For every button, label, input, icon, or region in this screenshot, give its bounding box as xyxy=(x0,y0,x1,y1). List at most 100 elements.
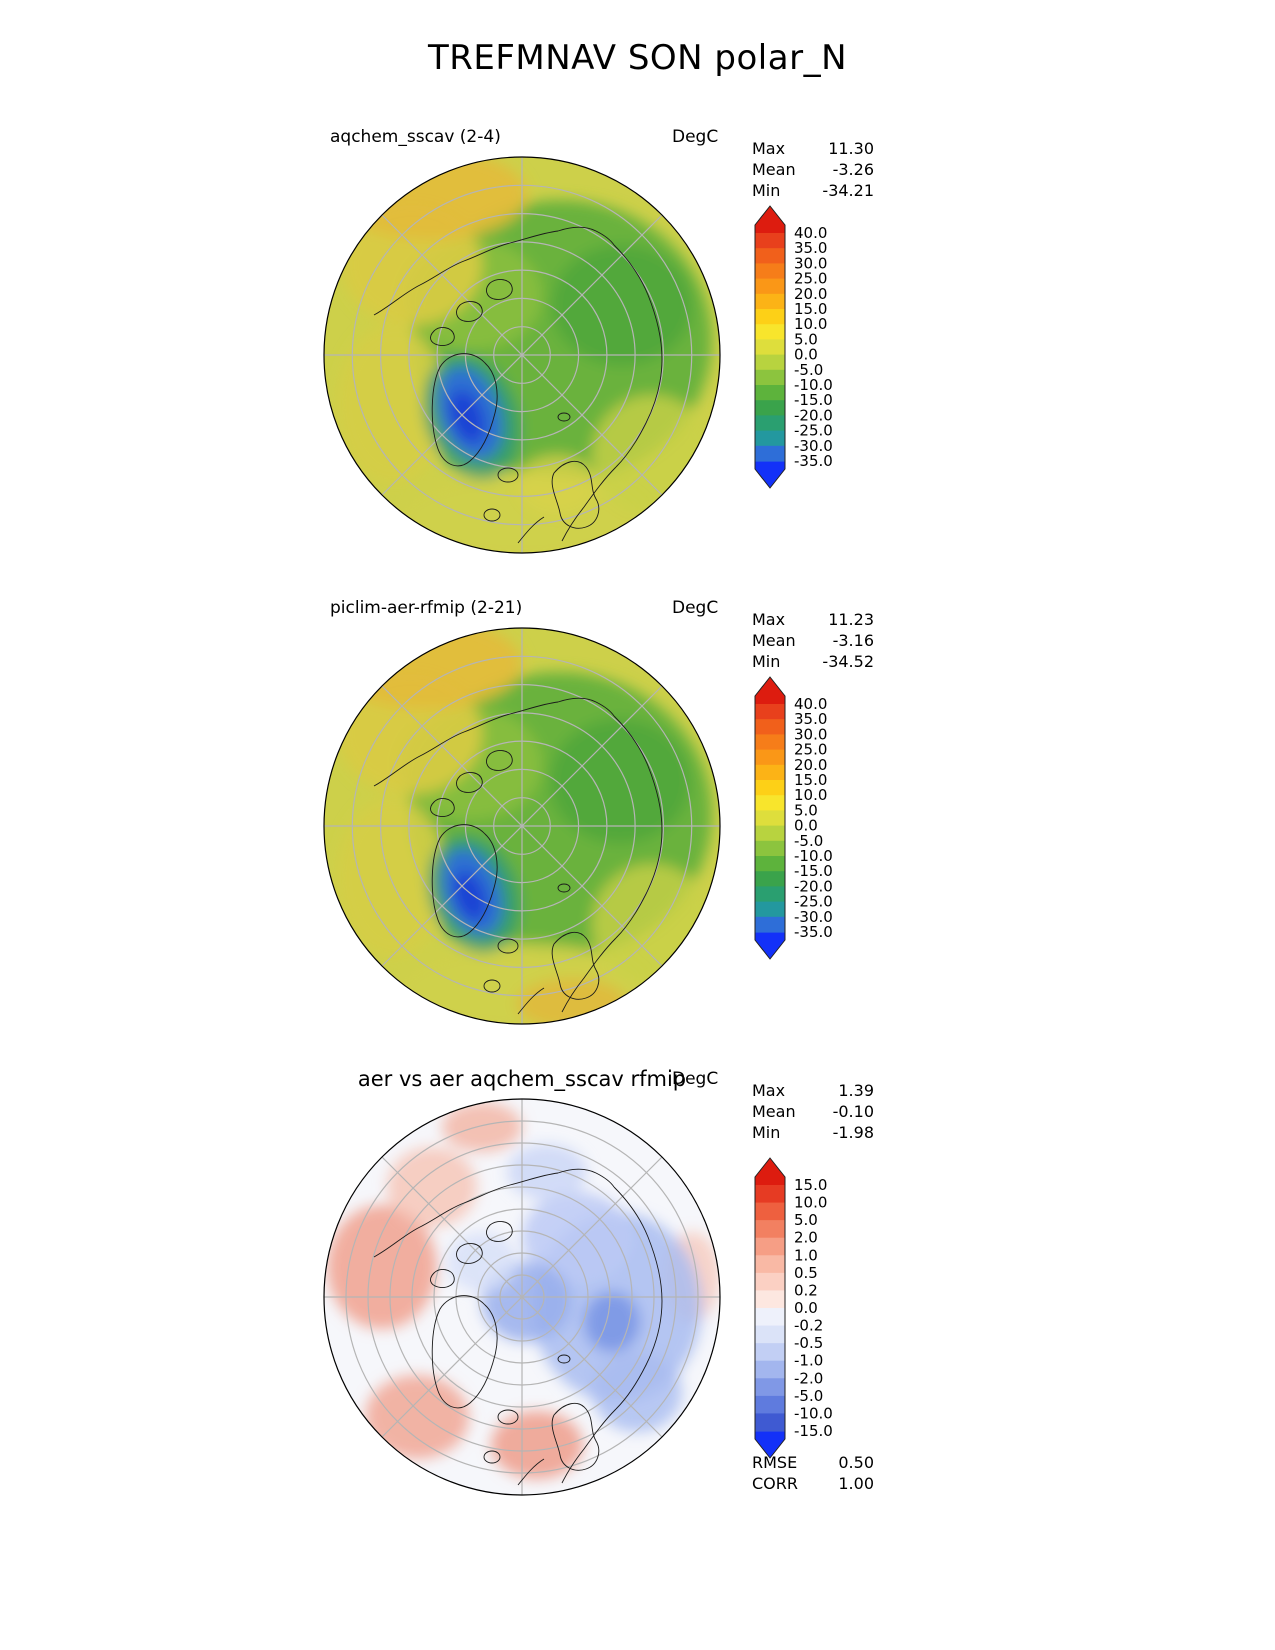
colorbar-tick-label: 40.0 xyxy=(794,224,827,242)
stat-value: -1.98 xyxy=(832,1123,874,1142)
stat-row-max: Max 11.30 xyxy=(752,138,874,159)
colorbar-tick-label: 40.0 xyxy=(794,695,827,713)
stat-value: -34.52 xyxy=(822,652,874,671)
stat-row-max: Max 11.23 xyxy=(752,609,874,630)
colorbar: 40.035.030.025.020.015.010.05.00.0-5.0-1… xyxy=(754,205,833,489)
panel-title: piclim-aer-rfmip (2-21) xyxy=(330,598,523,618)
colorbar-tick-label: 0.0 xyxy=(794,346,818,364)
stat-value: 11.23 xyxy=(828,610,874,629)
stat-label: Mean xyxy=(752,631,796,650)
colorbar-tick-label: -0.5 xyxy=(794,1334,823,1352)
colorbar-tick-label: 5.0 xyxy=(794,330,818,348)
colorbar-tick-label: -10.0 xyxy=(794,376,833,394)
colorbar-cap-top xyxy=(755,206,785,233)
colorbar-cap-bottom xyxy=(755,461,785,488)
colorbar-tick-label: 15.0 xyxy=(794,300,827,318)
units-label: DegC xyxy=(672,598,719,618)
stat-label: RMSE xyxy=(752,1453,798,1472)
stat-value: -3.16 xyxy=(832,631,874,650)
colorbar-tick-label: 10.0 xyxy=(794,1194,827,1212)
colorbar-tick-label: 35.0 xyxy=(794,239,827,257)
colorbar-tick-label: 2.0 xyxy=(794,1229,818,1247)
polar-map xyxy=(323,627,721,1025)
stat-label: Mean xyxy=(752,1102,796,1121)
stat-label: CORR xyxy=(752,1474,798,1493)
colorbar-cap-bottom xyxy=(755,932,785,959)
stat-row-max: Max 1.39 xyxy=(752,1080,874,1101)
colorbar-tick-label: 30.0 xyxy=(794,725,827,743)
colorbar-tick-labels: 15.010.05.02.01.00.50.20.0-0.2-0.5-1.0-2… xyxy=(794,1176,833,1440)
stat-value: -3.26 xyxy=(832,160,874,179)
polar-map-difference xyxy=(323,1098,721,1496)
colorbar-tick-label: 0.5 xyxy=(794,1264,818,1282)
colorbar-tick-label: -0.2 xyxy=(794,1317,823,1335)
map-clipped-content xyxy=(324,157,720,553)
colorbar-tick-label: 0.0 xyxy=(794,817,818,835)
stat-label: Mean xyxy=(752,160,796,179)
colorbar-tick-label: -35.0 xyxy=(794,923,833,941)
stat-value: 11.30 xyxy=(828,139,874,158)
map-boundary-circle xyxy=(323,1098,721,1496)
colorbar-tick-label: -15.0 xyxy=(794,862,833,880)
colorbar-tick-labels: 40.035.030.025.020.015.010.05.00.0-5.0-1… xyxy=(794,695,833,941)
skill-stats-block: RMSE 0.50 CORR 1.00 xyxy=(752,1452,874,1494)
colorbar-tick-label: 0.0 xyxy=(794,1299,818,1317)
colorbar-segments xyxy=(755,704,785,933)
panel-piclim-aer-rfmip: piclim-aer-rfmip (2-21) DegC Max 11.23 M… xyxy=(0,596,1275,1067)
colorbar-tick-label: 35.0 xyxy=(794,710,827,728)
colorbar-outline xyxy=(754,205,786,489)
colorbar-cap-bottom xyxy=(755,1431,785,1458)
colorbar-tick-label: -25.0 xyxy=(794,893,833,911)
colorbar-tick-label: -10.0 xyxy=(794,1404,833,1422)
stat-label: Min xyxy=(752,652,781,671)
figure-title: TREFMNAV SON polar_N xyxy=(427,38,847,78)
colorbar-tick-label: -30.0 xyxy=(794,908,833,926)
stat-value: -34.21 xyxy=(822,181,874,200)
stat-row-mean: Mean -3.26 xyxy=(752,159,874,180)
colorbar-tick-labels: 40.035.030.025.020.015.010.05.00.0-5.0-1… xyxy=(794,224,833,470)
stat-label: Min xyxy=(752,1123,781,1142)
stats-block: Max 1.39 Mean -0.10 Min -1.98 xyxy=(752,1080,874,1143)
stat-row-rmse: RMSE 0.50 xyxy=(752,1452,874,1473)
map-graticule xyxy=(324,1099,720,1495)
map-graticule xyxy=(324,628,720,1024)
panel-title: aer vs aer aqchem_sscav rfmip xyxy=(357,1067,687,1091)
stat-row-min: Min -34.21 xyxy=(752,180,874,201)
colorbar-tick-label: -2.0 xyxy=(794,1369,823,1387)
stat-row-mean: Mean -3.16 xyxy=(752,630,874,651)
colorbar-tick-label: -20.0 xyxy=(794,406,833,424)
units-label: DegC xyxy=(672,127,719,147)
colorbar-tick-label: 10.0 xyxy=(794,315,827,333)
colorbar-outline xyxy=(754,1157,786,1459)
colorbar-tick-label: 15.0 xyxy=(794,1176,827,1194)
stat-label: Min xyxy=(752,181,781,200)
colorbar-tick-label: -25.0 xyxy=(794,422,833,440)
colorbar-tick-label: -15.0 xyxy=(794,1422,833,1440)
map-coastlines xyxy=(373,697,663,1015)
colorbar-tick-label: 15.0 xyxy=(794,771,827,789)
colorbar-cap-top xyxy=(755,1158,785,1185)
colorbar-tick-label: -5.0 xyxy=(794,1387,823,1405)
stat-value: 0.50 xyxy=(838,1453,874,1472)
colorbar-tick-label: 10.0 xyxy=(794,786,827,804)
colorbar-cap-top xyxy=(755,677,785,704)
stat-label: Max xyxy=(752,610,786,629)
colorbar-tick-label: -20.0 xyxy=(794,877,833,895)
colorbar-tick-label: -35.0 xyxy=(794,452,833,470)
stat-value: 1.00 xyxy=(838,1474,874,1493)
colorbar-tick-label: -1.0 xyxy=(794,1352,823,1370)
colorbar-tick-label: -5.0 xyxy=(794,832,823,850)
panel-difference: aer vs aer aqchem_sscav rfmip DegC Max 1… xyxy=(0,1067,1275,1607)
stat-value: 1.39 xyxy=(838,1081,874,1100)
map-graticule xyxy=(324,157,720,553)
colorbar-tick-label: 5.0 xyxy=(794,801,818,819)
colorbar-tick-label: 20.0 xyxy=(794,285,827,303)
polar-map xyxy=(323,156,721,554)
stat-row-corr: CORR 1.00 xyxy=(752,1473,874,1494)
panel-title: aqchem_sscav (2-4) xyxy=(330,127,501,147)
units-label: DegC xyxy=(672,1069,719,1089)
stats-block: Max 11.23 Mean -3.16 Min -34.52 xyxy=(752,609,874,672)
colorbar-segments xyxy=(755,233,785,462)
map-clipped-content xyxy=(324,1099,720,1495)
